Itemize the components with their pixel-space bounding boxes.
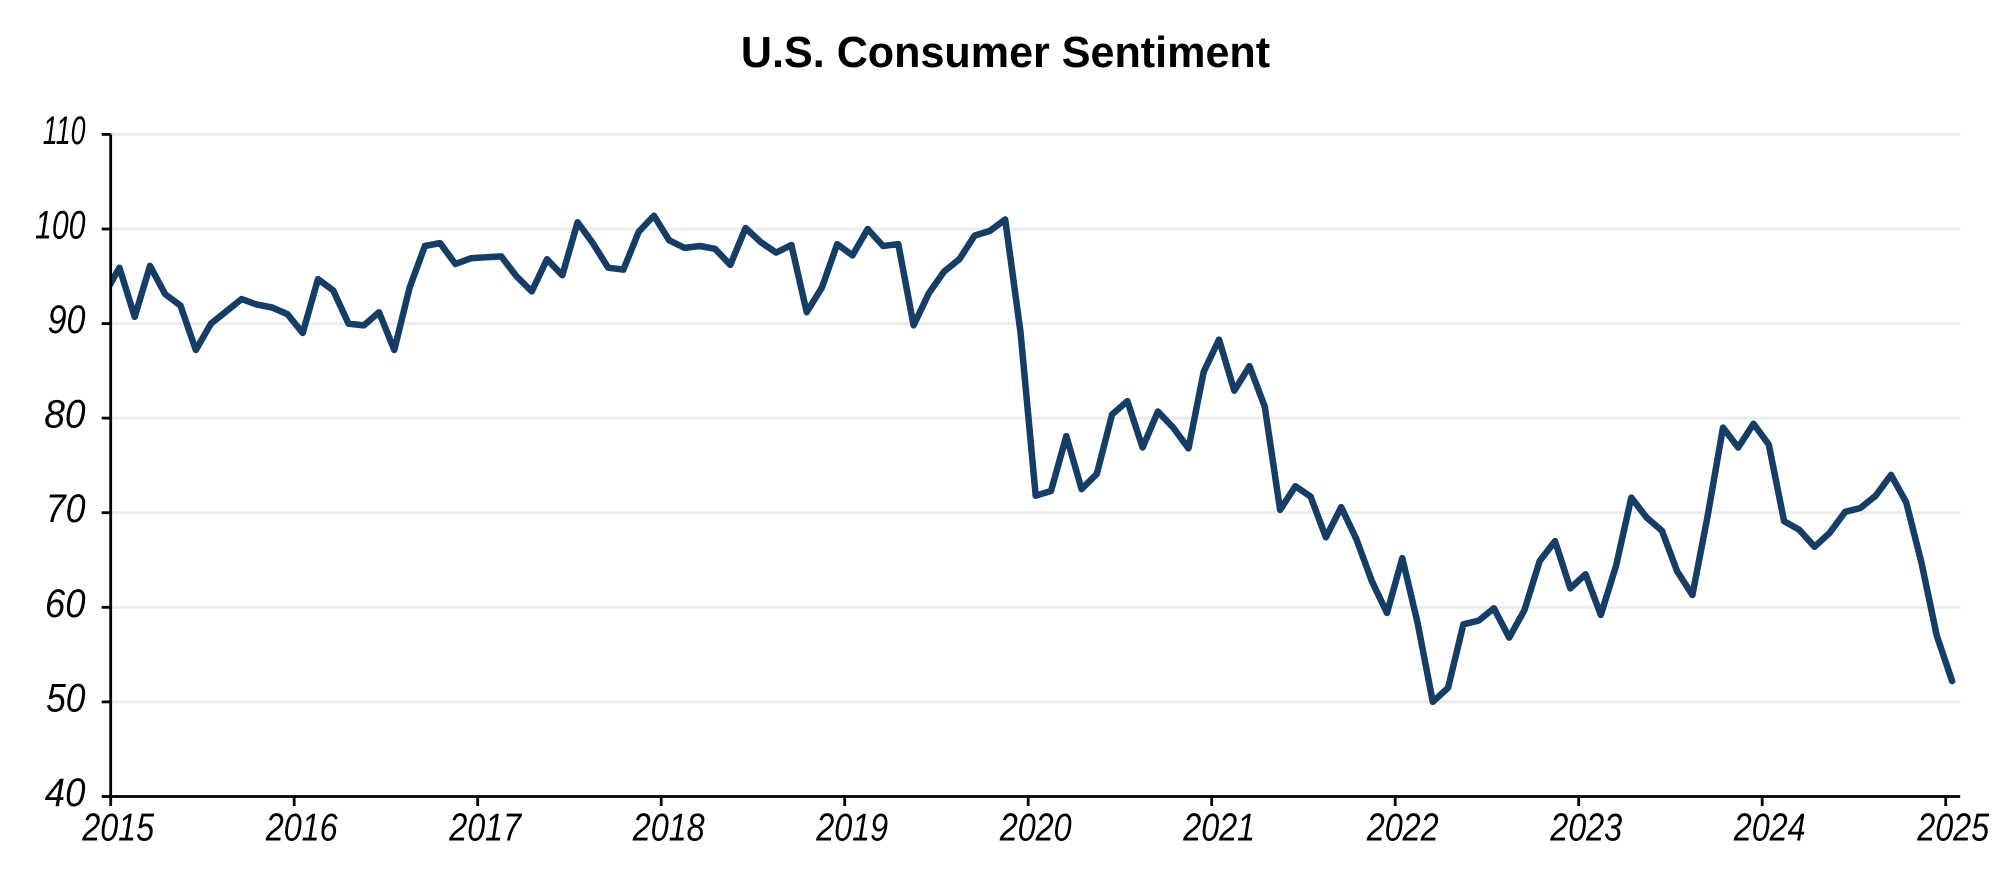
svg-text:2019: 2019 — [815, 807, 888, 850]
svg-text:50: 50 — [46, 676, 85, 720]
svg-text:2016: 2016 — [265, 807, 338, 850]
svg-text:2023: 2023 — [1549, 807, 1622, 850]
svg-text:90: 90 — [48, 298, 86, 342]
svg-text:2017: 2017 — [448, 807, 522, 850]
svg-text:2015: 2015 — [81, 807, 154, 850]
svg-text:2022: 2022 — [1366, 807, 1439, 850]
svg-text:2018: 2018 — [632, 807, 705, 850]
svg-text:U.S. Consumer Sentiment: U.S. Consumer Sentiment — [741, 29, 1270, 77]
svg-text:40: 40 — [45, 771, 86, 815]
svg-text:70: 70 — [46, 487, 86, 531]
svg-text:2025: 2025 — [1916, 807, 1989, 850]
svg-text:110: 110 — [43, 109, 86, 153]
svg-text:100: 100 — [35, 204, 86, 248]
svg-text:80: 80 — [44, 393, 85, 437]
svg-text:60: 60 — [45, 582, 86, 626]
svg-text:2020: 2020 — [999, 807, 1072, 850]
svg-text:2021: 2021 — [1182, 807, 1255, 850]
svg-text:2024: 2024 — [1733, 807, 1806, 850]
